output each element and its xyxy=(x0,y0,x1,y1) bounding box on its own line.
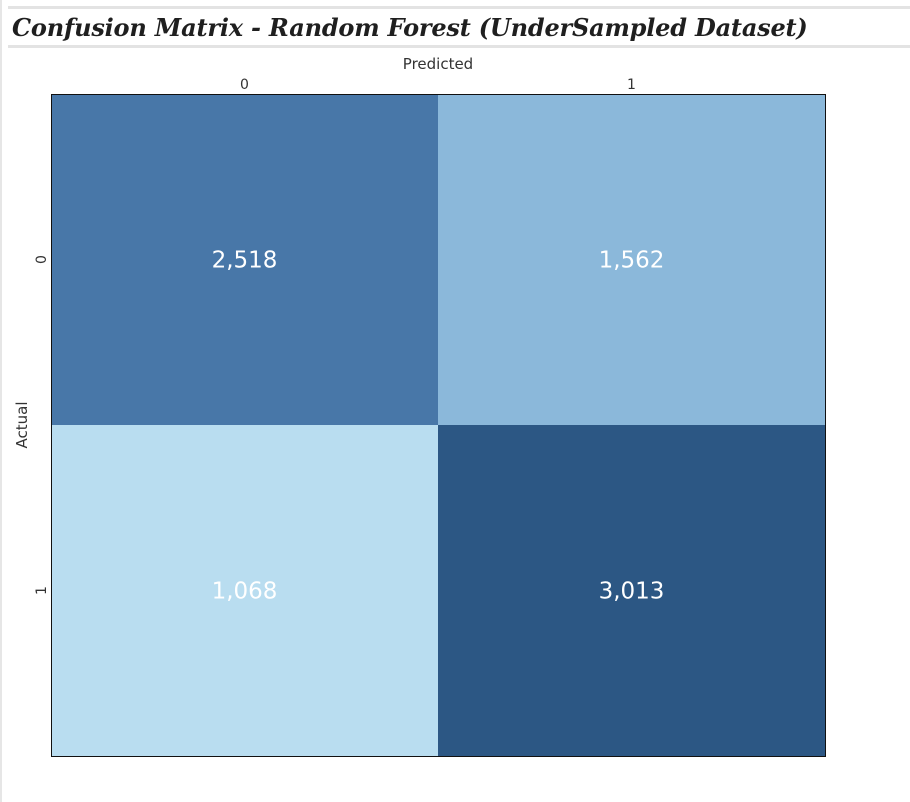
heatmap-cell-1-0 xyxy=(51,425,438,756)
cell-value-label-0-0: 2,518 xyxy=(212,248,278,274)
cell-value-label-0-1: 1,562 xyxy=(599,248,665,274)
y-axis-label: Actual xyxy=(13,402,31,449)
title-bar: Confusion Matrix - Random Forest (UnderS… xyxy=(8,6,910,48)
y-tick-labels: 01 xyxy=(34,255,50,595)
heatmap-cell-0-1 xyxy=(438,94,825,425)
cell-value-label-1-1: 3,013 xyxy=(599,579,665,605)
cell-value-label-1-0: 1,068 xyxy=(212,579,278,605)
heatmap-cell-0-0 xyxy=(51,94,438,425)
x-tick-label-1: 1 xyxy=(627,77,636,93)
y-tick-label-1: 1 xyxy=(34,586,50,595)
left-divider xyxy=(0,0,2,802)
plot-border xyxy=(51,94,826,757)
chart-title: Confusion Matrix - Random Forest (UnderS… xyxy=(12,12,808,42)
heatmap-cell-1-1 xyxy=(438,425,825,756)
y-tick-label-0: 0 xyxy=(34,255,50,264)
heatmap-cells: 2,518 1,562 1,068 3,013 xyxy=(51,94,825,756)
x-axis-label: Predicted xyxy=(403,55,473,73)
x-tick-label-0: 0 xyxy=(240,77,249,93)
